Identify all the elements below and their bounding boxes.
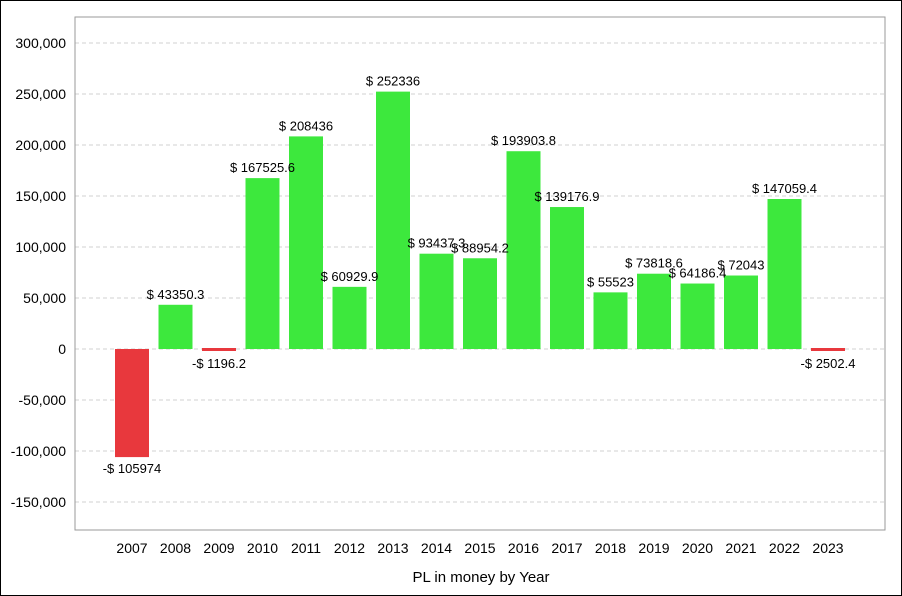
x-tick-label: 2019 <box>638 540 669 556</box>
data-labels: -$ 105974 $ 43350.3 -$ 1196.2 $ 167525.6 $ 2… <box>103 74 856 476</box>
y-tick-label: 150,000 <box>15 188 66 204</box>
data-label: $ 139176.9 <box>534 189 599 204</box>
x-tick-label: 2007 <box>116 540 147 556</box>
data-label: $ 208436 <box>279 118 333 133</box>
data-label: $ 73818.6 <box>625 256 683 271</box>
bar-2009 <box>202 348 236 351</box>
bar-2019 <box>637 273 671 349</box>
x-tick-label: 2010 <box>247 540 278 556</box>
data-label: -$ 105974 <box>103 461 162 476</box>
bar-2014 <box>419 253 454 349</box>
x-tick-label: 2008 <box>160 540 191 556</box>
bar-2008 <box>158 304 193 349</box>
data-label: $ 167525.6 <box>230 160 295 175</box>
data-label: $ 147059.4 <box>752 181 817 196</box>
x-tick-label: 2017 <box>551 540 582 556</box>
x-axis-tick-labels: 2007 2008 2009 2010 2011 2012 2013 2014 2015 2016… <box>116 540 843 556</box>
x-tick-label: 2015 <box>464 540 495 556</box>
x-tick-label: 2016 <box>508 540 539 556</box>
x-tick-label: 2022 <box>769 540 800 556</box>
data-label: $ 64186.4 <box>669 266 727 281</box>
x-tick-label: 2018 <box>595 540 626 556</box>
bar-2013 <box>376 91 410 349</box>
x-tick-label: 2021 <box>725 540 756 556</box>
y-tick-label: -100,000 <box>11 443 66 459</box>
data-label: $ 55523 <box>587 274 634 289</box>
data-label: -$ 1196.2 <box>192 356 246 371</box>
bar-2020 <box>680 283 715 349</box>
data-label: $ 88954.2 <box>451 240 509 255</box>
bar-2021 <box>724 275 758 349</box>
y-tick-label: 50,000 <box>23 290 66 306</box>
data-label: $ 60929.9 <box>321 269 379 284</box>
y-tick-label: 0 <box>58 341 66 357</box>
data-label: $ 193903.8 <box>491 133 556 148</box>
data-label: $ 252336 <box>366 74 420 89</box>
y-tick-label: -50,000 <box>19 392 67 408</box>
data-label: $ 72043 <box>718 258 765 273</box>
x-tick-label: 2011 <box>291 540 321 556</box>
bar-2010 <box>245 178 280 349</box>
bars <box>115 91 845 458</box>
x-tick-label: 2023 <box>812 540 843 556</box>
bar-2007 <box>115 349 149 458</box>
bar-2017 <box>550 207 584 349</box>
data-label: $ 43350.3 <box>147 287 205 302</box>
plot-area-border <box>74 16 886 531</box>
bar-2022 <box>767 198 802 349</box>
bar-2016 <box>506 151 541 349</box>
y-tick-label: 300,000 <box>15 35 66 51</box>
x-tick-label: 2013 <box>377 540 408 556</box>
data-label: $ 93437.3 <box>408 236 466 251</box>
bar-2023 <box>811 348 845 351</box>
x-tick-label: 2020 <box>682 540 713 556</box>
x-tick-label: 2009 <box>203 540 234 556</box>
bar-2018 <box>593 292 628 349</box>
bar-2015 <box>463 258 497 349</box>
bar-2011 <box>289 136 323 349</box>
y-tick-label: 100,000 <box>15 239 66 255</box>
y-tick-label: -150,000 <box>11 494 66 510</box>
x-tick-label: 2014 <box>421 540 452 556</box>
x-axis-title: PL in money by Year <box>412 569 549 586</box>
bar-2012 <box>332 286 367 349</box>
y-tick-label: 200,000 <box>15 137 66 153</box>
y-tick-label: 250,000 <box>15 86 66 102</box>
x-tick-label: 2012 <box>334 540 365 556</box>
y-axis-tick-labels: 300,000 250,000 200,000 150,000 100,000 50,00… <box>11 35 66 510</box>
data-label: -$ 2502.4 <box>801 356 856 371</box>
